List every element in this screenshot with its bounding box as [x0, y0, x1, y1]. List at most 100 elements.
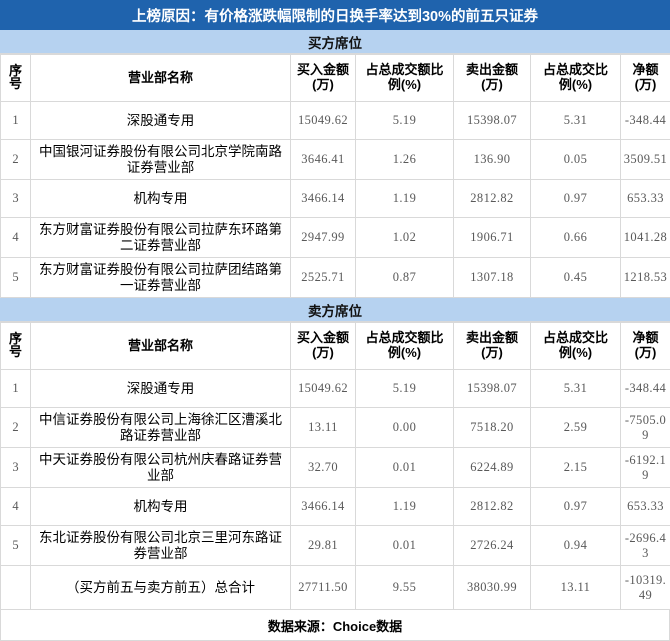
cell-sell-amount: 136.90: [454, 140, 531, 180]
cell-branch-name: 深股通专用: [31, 370, 291, 408]
cell-index: 4: [1, 218, 31, 258]
data-source-footer: 数据来源：Choice数据: [0, 610, 670, 641]
cell-sell-amount: 2812.82: [454, 488, 531, 526]
column-header-net-l2: (万): [635, 345, 657, 360]
column-header-buy-amount-l2: (万): [312, 77, 334, 92]
cell-sell-pct: 0.97: [531, 180, 621, 218]
cell-buy-pct: 0.87: [356, 258, 454, 298]
cell-total-sell-amount: 38030.99: [454, 566, 531, 610]
column-header-net: 净额 (万): [621, 55, 670, 102]
column-header-sell-amount-l1: 卖出金额: [466, 62, 518, 77]
data-source-label: 数据来源：Choice数据: [268, 616, 402, 635]
cell-sell-amount: 6224.89: [454, 448, 531, 488]
column-header-index: 序 号: [1, 323, 31, 370]
section-header-sell: 卖方席位: [0, 298, 670, 322]
cell-sell-pct: 2.59: [531, 408, 621, 448]
column-header-buy-amount: 买入金额 (万): [291, 323, 356, 370]
table-row: 4 机构专用 3466.14 1.19 2812.82 0.97 653.33: [1, 488, 670, 526]
column-header-buy-pct-l2: 例(%): [388, 77, 421, 92]
cell-sell-pct: 0.66: [531, 218, 621, 258]
column-header-buy-pct-l2: 例(%): [388, 345, 421, 360]
cell-sell-amount: 1307.18: [454, 258, 531, 298]
column-header-sell-amount: 卖出金额 (万): [454, 323, 531, 370]
section-header-buy-label: 买方席位: [308, 32, 362, 52]
cell-buy-amount: 3466.14: [291, 180, 356, 218]
cell-net: 3509.51: [621, 140, 670, 180]
cell-sell-amount: 2812.82: [454, 180, 531, 218]
table-row: 5 东北证券股份有限公司北京三里河东路证券营业部 29.81 0.01 2726…: [1, 526, 670, 566]
column-header-buy-pct: 占总成交额比 例(%): [356, 323, 454, 370]
table-row: 3 机构专用 3466.14 1.19 2812.82 0.97 653.33: [1, 180, 670, 218]
section-header-buy: 买方席位: [0, 30, 670, 54]
cell-index: 3: [1, 180, 31, 218]
cell-buy-pct: 1.02: [356, 218, 454, 258]
column-header-net-l1: 净额: [632, 330, 658, 345]
sell-side-table: 序 号 营业部名称 买入金额 (万) 占总成交额比 例(%) 卖出金额 (万): [0, 322, 670, 610]
table-row: 2 中国银河证券股份有限公司北京学院南路证券营业部 3646.41 1.26 1…: [1, 140, 670, 180]
cell-sell-pct: 5.31: [531, 102, 621, 140]
column-header-index-char2: 号: [9, 77, 22, 90]
cell-sell-pct: 0.05: [531, 140, 621, 180]
column-header-index-char2: 号: [9, 345, 22, 358]
cell-index: 4: [1, 488, 31, 526]
cell-index: 5: [1, 526, 31, 566]
column-header-sell-amount-l2: (万): [481, 345, 503, 360]
report-title-bar: 上榜原因：有价格涨跌幅限制的日换手率达到30%的前五只证券: [0, 0, 670, 30]
cell-buy-amount: 3466.14: [291, 488, 356, 526]
column-header-buy-pct: 占总成交额比 例(%): [356, 55, 454, 102]
column-header-index-char1: 序: [9, 64, 22, 77]
column-header-buy-amount-l2: (万): [312, 345, 334, 360]
cell-net: 653.33: [621, 488, 670, 526]
column-header-sell-pct-l1: 占总成交比: [543, 62, 608, 77]
cell-branch-name: 中国银河证券股份有限公司北京学院南路证券营业部: [31, 140, 291, 180]
cell-branch-name: 东方财富证券股份有限公司拉萨东环路第二证券营业部: [31, 218, 291, 258]
report-title: 上榜原因：有价格涨跌幅限制的日换手率达到30%的前五只证券: [132, 5, 538, 26]
cell-branch-name: 东北证券股份有限公司北京三里河东路证券营业部: [31, 526, 291, 566]
cell-branch-name: 东方财富证券股份有限公司拉萨团结路第一证券营业部: [31, 258, 291, 298]
cell-sell-amount: 2726.24: [454, 526, 531, 566]
cell-branch-name: 机构专用: [31, 488, 291, 526]
cell-buy-pct: 0.00: [356, 408, 454, 448]
table-row: 1 深股通专用 15049.62 5.19 15398.07 5.31 -348…: [1, 370, 670, 408]
cell-index-empty: [1, 566, 31, 610]
cell-net: 1041.28: [621, 218, 670, 258]
cell-net: -348.44: [621, 102, 670, 140]
table-row: 5 东方财富证券股份有限公司拉萨团结路第一证券营业部 2525.71 0.87 …: [1, 258, 670, 298]
cell-buy-amount: 32.70: [291, 448, 356, 488]
cell-branch-name: 中天证券股份有限公司杭州庆春路证券营业部: [31, 448, 291, 488]
cell-total-label: （买方前五与卖方前五）总合计: [31, 566, 291, 610]
cell-buy-amount: 29.81: [291, 526, 356, 566]
cell-total-net: -10319.49: [621, 566, 670, 610]
table-row: 1 深股通专用 15049.62 5.19 15398.07 5.31 -348…: [1, 102, 670, 140]
cell-sell-amount: 15398.07: [454, 102, 531, 140]
cell-sell-pct: 2.15: [531, 448, 621, 488]
table-row: 3 中天证券股份有限公司杭州庆春路证券营业部 32.70 0.01 6224.8…: [1, 448, 670, 488]
buy-side-table: 序 号 营业部名称 买入金额 (万) 占总成交额比 例(%) 卖出金额 (万): [0, 54, 670, 298]
cell-sell-pct: 0.45: [531, 258, 621, 298]
cell-sell-amount: 1906.71: [454, 218, 531, 258]
cell-net: -2696.43: [621, 526, 670, 566]
cell-net: 653.33: [621, 180, 670, 218]
cell-branch-name: 机构专用: [31, 180, 291, 218]
cell-buy-amount: 2525.71: [291, 258, 356, 298]
column-header-buy-amount-l1: 买入金额: [297, 330, 349, 345]
buy-table-header-row: 序 号 营业部名称 买入金额 (万) 占总成交额比 例(%) 卖出金额 (万): [1, 55, 670, 102]
table-row: 4 东方财富证券股份有限公司拉萨东环路第二证券营业部 2947.99 1.02 …: [1, 218, 670, 258]
column-header-sell-pct-l1: 占总成交比: [543, 330, 608, 345]
cell-net: -6192.19: [621, 448, 670, 488]
column-header-sell-amount: 卖出金额 (万): [454, 55, 531, 102]
column-header-sell-pct: 占总成交比 例(%): [531, 323, 621, 370]
column-header-branch-name: 营业部名称: [31, 55, 291, 102]
cell-net: -348.44: [621, 370, 670, 408]
cell-sell-pct: 5.31: [531, 370, 621, 408]
cell-buy-pct: 0.01: [356, 448, 454, 488]
cell-buy-amount: 15049.62: [291, 102, 356, 140]
column-header-sell-amount-l1: 卖出金额: [466, 330, 518, 345]
cell-buy-amount: 2947.99: [291, 218, 356, 258]
cell-total-buy-pct: 9.55: [356, 566, 454, 610]
column-header-buy-amount-l1: 买入金额: [297, 62, 349, 77]
table-row-total: （买方前五与卖方前五）总合计 27711.50 9.55 38030.99 13…: [1, 566, 670, 610]
column-header-buy-amount: 买入金额 (万): [291, 55, 356, 102]
cell-branch-name: 中信证券股份有限公司上海徐汇区漕溪北路证券营业部: [31, 408, 291, 448]
